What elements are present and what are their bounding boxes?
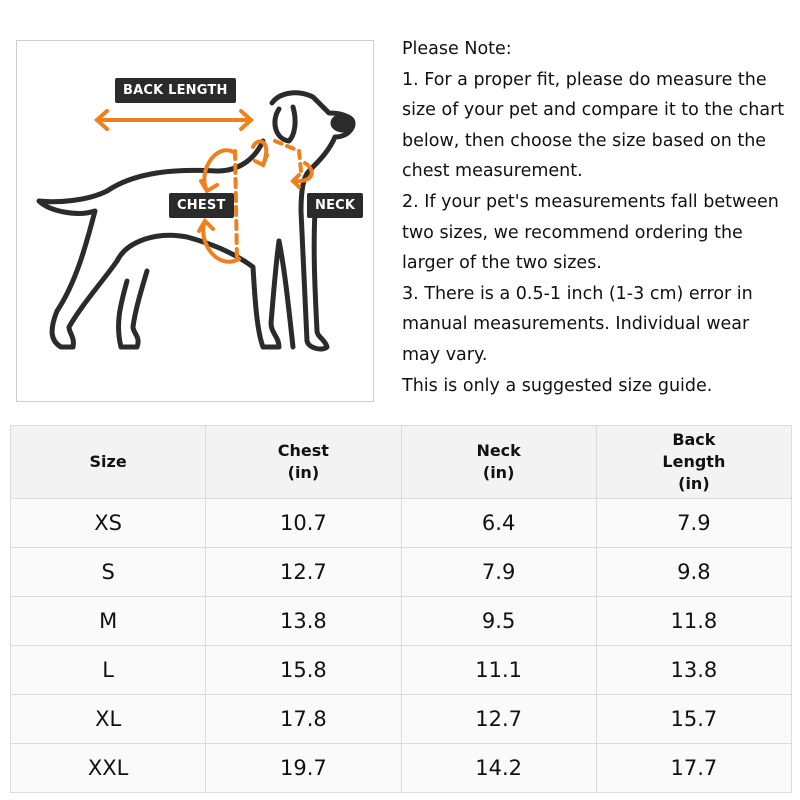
table-cell: XL bbox=[9, 694, 207, 744]
dog-outline-icon bbox=[36, 90, 356, 352]
note-line: manual measurements. Individual wear bbox=[402, 314, 750, 335]
table-cell: 11.1 bbox=[400, 645, 597, 695]
table-cell: XXL bbox=[9, 743, 207, 793]
please-note-text: Please Note: 1. For a proper fit, please… bbox=[402, 34, 797, 401]
table-cell: 13.8 bbox=[205, 596, 402, 646]
note-line: size of your pet and compare it to the c… bbox=[402, 100, 785, 121]
table-cell: L bbox=[9, 645, 207, 695]
table-cell: 19.7 bbox=[205, 743, 402, 793]
table-cell: XS bbox=[9, 498, 207, 548]
header-size: Size bbox=[9, 425, 207, 499]
table-cell: 10.7 bbox=[205, 498, 402, 548]
table-cell: S bbox=[9, 547, 207, 597]
table-cell: 7.9 bbox=[400, 547, 597, 597]
chest-label: CHEST bbox=[169, 193, 234, 218]
note-line: below, then choose the size based on the bbox=[402, 130, 767, 151]
header-neck: Neck (in) bbox=[400, 425, 597, 499]
table-row: L 15.8 11.1 13.8 bbox=[9, 645, 793, 695]
note-line: two sizes, we recommend ordering the bbox=[402, 222, 743, 243]
dog-measurement-illustration: BACK LENGTH CHEST NECK bbox=[16, 40, 374, 402]
table-row: XXL 19.7 14.2 17.7 bbox=[9, 743, 793, 793]
note-line: 2. If your pet's measurements fall betwe… bbox=[402, 191, 779, 212]
table-cell: 12.7 bbox=[400, 694, 597, 744]
note-line: may vary. bbox=[402, 344, 488, 365]
table-cell: 9.8 bbox=[595, 547, 793, 597]
note-line: This is only a suggested size guide. bbox=[402, 375, 713, 396]
table-row: XS 10.7 6.4 7.9 bbox=[9, 498, 793, 548]
table-header-row: Size Chest (in) Neck (in) Back Length (in) bbox=[9, 425, 793, 499]
header-back-length: Back Length (in) bbox=[595, 425, 793, 499]
header-chest: Chest (in) bbox=[205, 425, 402, 499]
note-line: Please Note: bbox=[402, 39, 512, 59]
table-cell: 6.4 bbox=[400, 498, 597, 548]
neck-label: NECK bbox=[307, 193, 364, 218]
table-cell: 9.5 bbox=[400, 596, 597, 646]
table-row: S 12.7 7.9 9.8 bbox=[9, 547, 793, 597]
table-cell: M bbox=[9, 596, 207, 646]
table-cell: 17.8 bbox=[205, 694, 402, 744]
table-cell: 13.8 bbox=[595, 645, 793, 695]
table-cell: 14.2 bbox=[400, 743, 597, 793]
table-row: M 13.8 9.5 11.8 bbox=[9, 596, 793, 646]
note-line: 3. There is a 0.5-1 inch (1-3 cm) error … bbox=[402, 283, 753, 304]
table-cell: 15.8 bbox=[205, 645, 402, 695]
back-length-label: BACK LENGTH bbox=[115, 78, 236, 103]
table-cell: 15.7 bbox=[595, 694, 793, 744]
size-table: Size Chest (in) Neck (in) Back Length (in) X… bbox=[9, 425, 793, 793]
note-line: 1. For a proper fit, please do measure t… bbox=[402, 69, 767, 90]
table-cell: 17.7 bbox=[595, 743, 793, 793]
note-line: chest measurement. bbox=[402, 161, 583, 182]
table-cell: 12.7 bbox=[205, 547, 402, 597]
table-cell: 11.8 bbox=[595, 596, 793, 646]
note-line: larger of the two sizes. bbox=[402, 253, 602, 274]
table-row: XL 17.8 12.7 15.7 bbox=[9, 694, 793, 744]
table-cell: 7.9 bbox=[595, 498, 793, 548]
